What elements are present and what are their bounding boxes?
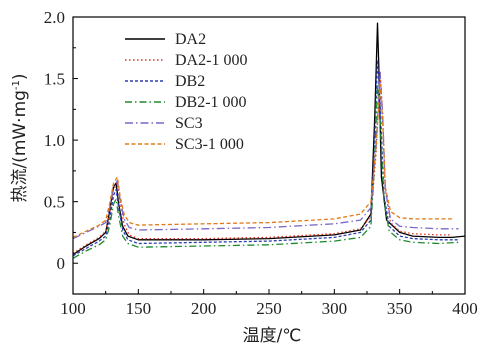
x-tick-label: 100 — [60, 299, 86, 318]
plot-frame — [72, 16, 466, 295]
series-line — [72, 71, 459, 240]
y-tick-label: 1.0 — [44, 131, 65, 150]
y-axis-title-close: ) — [10, 73, 30, 80]
legend-label: SC3 — [175, 115, 203, 132]
series-line — [72, 22, 466, 256]
x-axis-title: 温度/℃ — [243, 326, 302, 346]
y-axis-title-superscript: -1 — [11, 80, 22, 90]
y-tick-label: 0 — [57, 254, 66, 273]
y-axis-title: 热流/(mW·mg-1) — [10, 73, 30, 202]
x-tick-label: 400 — [452, 299, 478, 318]
legend-label: SC3-1 000 — [175, 136, 244, 153]
legend: DA2 DA2-1 000 DB2 DB2-1 000 SC3 SC3-1 000 — [125, 31, 247, 153]
axes: 100 150 200 250 300 350 400 0 0.5 1.0 1.5 2.0 — [44, 8, 478, 318]
legend-label: DA2 — [175, 31, 206, 48]
legend-label: DB2-1 000 — [175, 94, 247, 111]
x-tick-label: 250 — [256, 299, 282, 318]
series-line — [72, 59, 459, 257]
x-tick-label: 150 — [126, 299, 152, 318]
legend-label: DA2-1 000 — [175, 52, 247, 69]
legend-label: DB2 — [175, 73, 205, 90]
y-tick-label: 2.0 — [44, 8, 65, 27]
x-tick-label: 350 — [387, 299, 413, 318]
series-curves — [72, 22, 466, 259]
y-tick-label: 0.5 — [44, 193, 65, 212]
series-line — [72, 84, 452, 238]
y-tick-label: 1.5 — [44, 70, 65, 89]
x-tick-label: 200 — [191, 299, 217, 318]
x-tick-label: 300 — [322, 299, 348, 318]
y-axis-title-main: 热流/(mW·mg — [10, 90, 30, 202]
series-line — [72, 71, 452, 254]
